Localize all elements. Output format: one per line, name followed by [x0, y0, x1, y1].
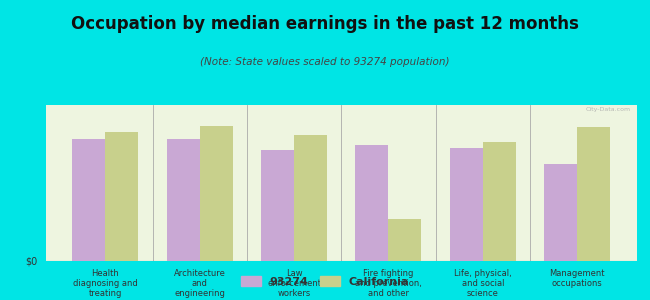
Text: City-Data.com: City-Data.com: [586, 106, 631, 112]
Bar: [577, 127, 610, 261]
Text: (Note: State values scaled to 93274 population): (Note: State values scaled to 93274 popu…: [200, 57, 450, 67]
Legend: 93274, California: 93274, California: [237, 272, 413, 291]
Bar: [356, 145, 389, 261]
Bar: [483, 142, 516, 261]
Bar: [294, 135, 327, 261]
Bar: [261, 150, 294, 261]
Text: Occupation by median earnings in the past 12 months: Occupation by median earnings in the pas…: [71, 15, 579, 33]
Bar: [200, 126, 233, 261]
Bar: [544, 164, 577, 261]
Bar: [166, 139, 200, 261]
Bar: [72, 139, 105, 261]
Bar: [450, 148, 483, 261]
Bar: [389, 219, 421, 261]
Bar: [105, 132, 138, 261]
